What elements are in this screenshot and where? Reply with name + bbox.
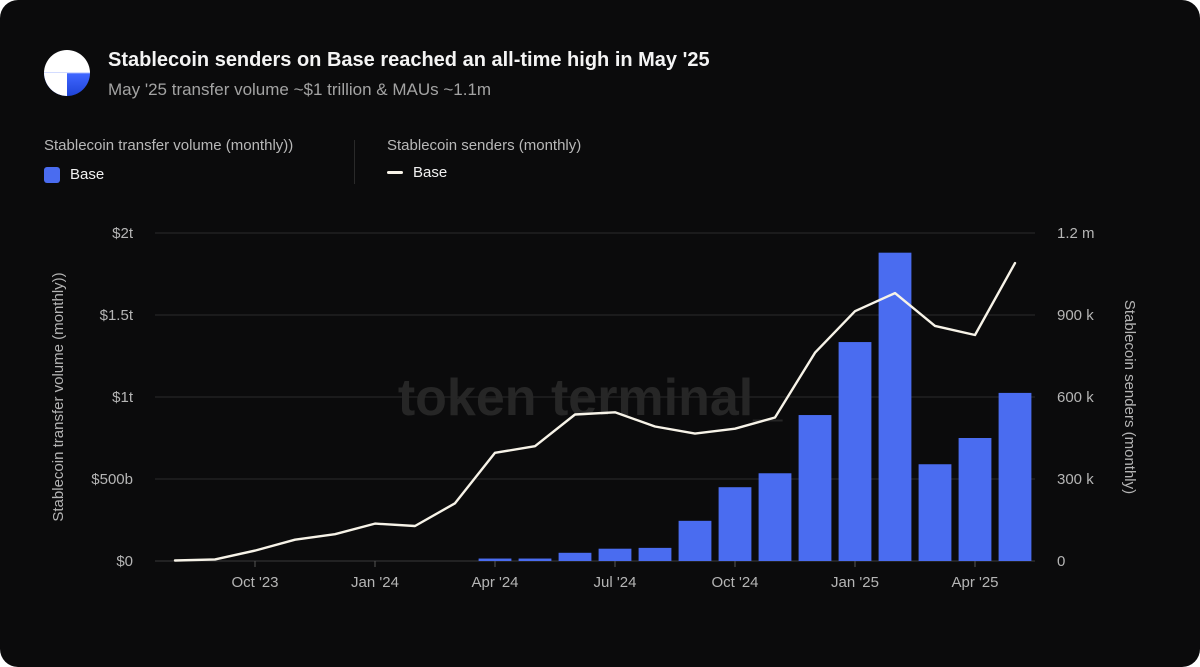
volume-bar[interactable] <box>998 392 1032 561</box>
y-left-axis-label: Stablecoin transfer volume (monthly)) <box>50 272 67 521</box>
x-tick-label: Oct '23 <box>231 574 278 591</box>
volume-bar[interactable] <box>558 552 592 561</box>
volume-bar[interactable] <box>678 520 712 561</box>
volume-bar[interactable] <box>598 548 632 561</box>
volume-bar[interactable] <box>878 252 912 561</box>
y-right-ticks: 0 300 k 600 k 900 k 1.2 m <box>1057 225 1095 570</box>
x-tick-label: Apr '25 <box>951 574 998 591</box>
x-tick-label: Jan '25 <box>831 574 879 591</box>
volume-bar[interactable] <box>798 415 832 561</box>
x-tick-label: Oct '24 <box>711 574 758 591</box>
legend-volume-label: Base <box>70 166 105 183</box>
legend-senders-heading: Stablecoin senders (monthly) <box>387 137 582 154</box>
x-ticks: Oct '23 Jan '24 Apr '24 Jul '24 Oct '24 Jan '… <box>231 561 999 591</box>
volume-bar[interactable] <box>958 438 992 561</box>
volume-bar[interactable] <box>478 558 512 561</box>
legend-senders: Stablecoin senders (monthly) Base <box>387 137 581 181</box>
volume-bar[interactable] <box>638 547 672 561</box>
x-tick-label: Jul '24 <box>594 574 637 591</box>
y-left-tick-label: $1.5t <box>100 307 134 324</box>
volume-bar[interactable] <box>758 473 792 561</box>
x-tick-label: Jan '24 <box>351 574 399 591</box>
x-tick-label: Apr '24 <box>471 574 518 591</box>
legend-volume: Stablecoin transfer volume (monthly)) Ba… <box>44 137 293 183</box>
y-left-ticks: $0 $500b $1t $1.5t $2t <box>91 225 134 570</box>
senders-line <box>173 261 1017 562</box>
y-right-tick-label: 600 k <box>1057 389 1094 406</box>
volume-bar[interactable] <box>718 487 752 561</box>
legend-senders-label: Base <box>413 164 448 181</box>
legend-senders-item[interactable]: Base <box>387 164 581 181</box>
watermark: token terminal_ <box>398 369 783 427</box>
bar-swatch-icon <box>44 166 60 183</box>
volume-bar[interactable] <box>838 342 872 561</box>
y-left-tick-label: $0 <box>116 553 133 570</box>
legend-divider <box>354 140 355 184</box>
chart-title: Stablecoin senders on Base reached an al… <box>108 49 710 71</box>
y-right-tick-label: 900 k <box>1057 307 1094 324</box>
legend-volume-heading: Stablecoin transfer volume (monthly)) <box>44 137 294 154</box>
y-right-axis-label: Stablecoin senders (monthly) <box>1121 300 1138 494</box>
y-left-tick-label: $500b <box>91 471 133 488</box>
volume-bar[interactable] <box>518 558 552 561</box>
y-left-tick-label: $2t <box>112 225 134 242</box>
volume-bar[interactable] <box>918 464 952 561</box>
legend-volume-item[interactable]: Base <box>44 166 293 183</box>
line-swatch-icon <box>387 171 403 174</box>
y-right-tick-label: 0 <box>1057 553 1065 570</box>
chart-subtitle: May '25 transfer volume ~$1 trillion & M… <box>108 80 492 99</box>
volume-bars <box>478 252 1032 561</box>
y-left-tick-label: $1t <box>112 389 134 406</box>
y-right-tick-label: 1.2 m <box>1057 225 1095 242</box>
y-right-tick-label: 300 k <box>1057 471 1094 488</box>
